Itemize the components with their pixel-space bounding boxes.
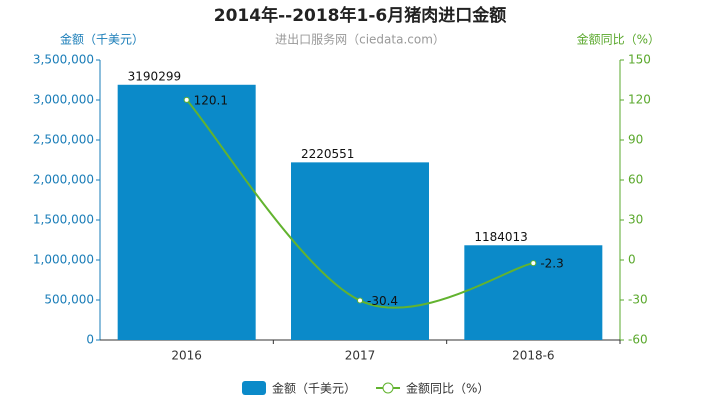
line-point xyxy=(530,260,537,267)
y2-tick-label: -60 xyxy=(628,333,648,347)
bar-value-label: 1184013 xyxy=(474,230,527,244)
y-tick-label: 2,500,000 xyxy=(33,133,94,147)
legend-swatch xyxy=(382,382,394,394)
line-point xyxy=(183,96,190,103)
legend-label: 金额同比（%） xyxy=(406,381,489,396)
y-tick-label: 3,500,000 xyxy=(33,53,94,67)
bar-value-label: 2220551 xyxy=(301,147,354,161)
x-tick-label: 2016 xyxy=(171,349,202,363)
x-tick-label: 2017 xyxy=(345,349,376,363)
y2-axis-label: 金额同比（%） xyxy=(577,32,660,47)
y2-tick-label: 90 xyxy=(628,133,643,147)
legend-label: 金额（千美元） xyxy=(272,381,356,396)
y2-tick-label: 60 xyxy=(628,173,643,187)
y2-tick-label: -30 xyxy=(628,293,648,307)
line-value-label: 120.1 xyxy=(194,93,228,107)
y-tick-label: 500,000 xyxy=(44,293,94,307)
y2-tick-label: 150 xyxy=(628,53,651,67)
y-tick-label: 3,000,000 xyxy=(33,93,94,107)
bar xyxy=(117,84,256,340)
chart-title: 2014年--2018年1-6月猪肉进口金额 xyxy=(214,5,506,26)
y2-tick-label: 0 xyxy=(628,253,636,267)
y-tick-label: 0 xyxy=(86,333,94,347)
legend-swatch xyxy=(242,381,266,395)
bar xyxy=(291,162,429,340)
bar-value-label: 3190299 xyxy=(128,69,181,83)
bar xyxy=(464,245,603,340)
y-tick-label: 1,000,000 xyxy=(33,253,94,267)
y2-tick-label: 120 xyxy=(628,93,651,107)
y-tick-label: 2,000,000 xyxy=(33,173,94,187)
y2-tick-label: 30 xyxy=(628,213,643,227)
line-point xyxy=(357,297,363,304)
line-value-label: -30.4 xyxy=(367,294,398,308)
y-tick-label: 1,500,000 xyxy=(33,213,94,227)
x-tick-label: 2018-6 xyxy=(512,349,555,363)
chart-subtitle: 进出口服务网（ciedata.com） xyxy=(275,32,445,47)
line-value-label: -2.3 xyxy=(540,257,563,271)
y-axis-label: 金额（千美元） xyxy=(60,32,144,47)
